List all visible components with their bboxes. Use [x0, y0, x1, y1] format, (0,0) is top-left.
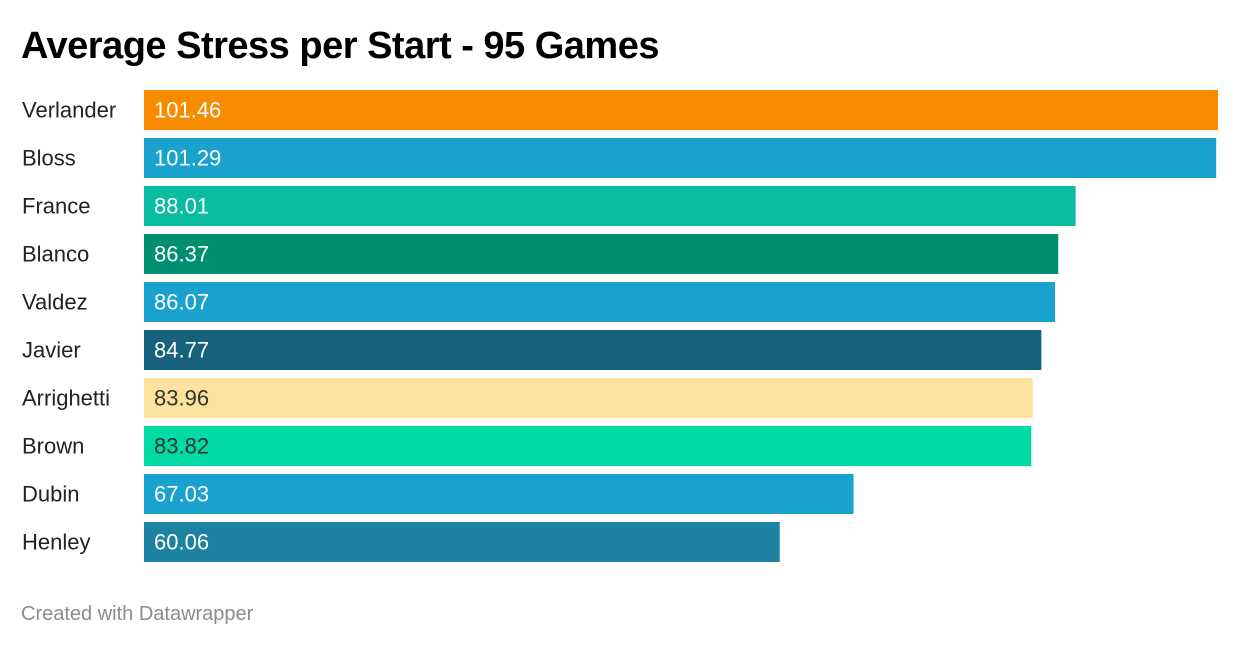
- bar: [144, 234, 1059, 274]
- value-label: 84.77: [154, 338, 209, 363]
- footer-credit: Created with Datawrapper: [21, 603, 254, 625]
- bars-layer: [144, 90, 1218, 562]
- value-label: 83.96: [154, 386, 209, 411]
- bar: [144, 138, 1217, 178]
- bar: [144, 90, 1218, 130]
- bar: [144, 474, 854, 514]
- value-label: 86.07: [154, 290, 209, 315]
- category-label: Arrighetti: [22, 386, 110, 411]
- bar: [144, 378, 1033, 418]
- category-label: Valdez: [22, 290, 88, 315]
- category-label: Blanco: [22, 242, 89, 267]
- bar: [144, 186, 1076, 226]
- value-label: 88.01: [154, 194, 209, 219]
- value-label: 101.46: [154, 98, 221, 123]
- value-label: 101.29: [154, 146, 221, 171]
- value-label: 86.37: [154, 242, 209, 267]
- bar: [144, 426, 1032, 466]
- category-label: Verlander: [22, 98, 116, 123]
- bar: [144, 282, 1056, 322]
- category-label: Brown: [22, 434, 84, 459]
- category-label: Bloss: [22, 146, 76, 171]
- category-label: Javier: [22, 338, 81, 363]
- labels-layer: Verlander 101.46 Bloss 101.29 France 88.01 Bla…: [22, 98, 221, 555]
- chart-title: Average Stress per Start - 95 Games: [21, 25, 659, 67]
- bar: [144, 330, 1042, 370]
- value-label: 83.82: [154, 434, 209, 459]
- bar: [144, 522, 780, 562]
- category-label: Henley: [22, 530, 90, 555]
- value-label: 67.03: [154, 482, 209, 507]
- category-label: Dubin: [22, 482, 79, 507]
- value-label: 60.06: [154, 530, 209, 555]
- category-label: France: [22, 194, 90, 219]
